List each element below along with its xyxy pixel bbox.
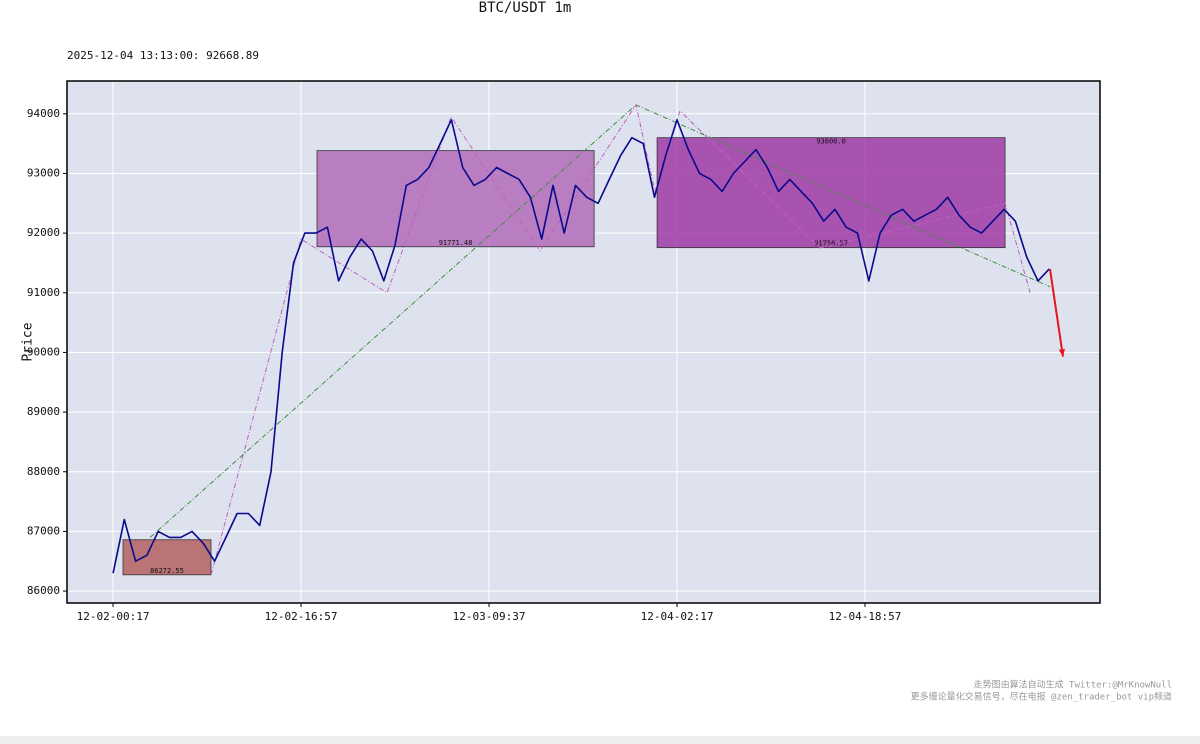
zone-label: 93600.0 xyxy=(816,138,846,146)
x-tick-label: 12-02-16:57 xyxy=(265,610,338,623)
zone-label: 86272.55 xyxy=(150,567,184,575)
x-tick-label: 12-04-02:17 xyxy=(641,610,714,623)
zone-label: 91771.48 xyxy=(439,239,473,247)
forecast-arrow xyxy=(1049,268,1064,357)
chart-title: BTC/USDT 1m xyxy=(479,0,572,16)
zone xyxy=(656,137,1006,249)
y-axis-label: Price xyxy=(21,322,36,361)
y-tick-label: 92000 xyxy=(27,226,60,239)
subtitle: 2025-12-04 13:13:00: 92668.89 xyxy=(67,49,259,62)
price-line xyxy=(112,119,1050,574)
watermark: 走势图由算法自动生成 Twitter:@MrKnowNull xyxy=(974,679,1172,691)
y-tick-label: 90000 xyxy=(27,345,60,358)
zone-label: 91756.57 xyxy=(814,240,848,248)
y-tick-label: 87000 xyxy=(27,524,60,537)
y-tick-label: 89000 xyxy=(27,405,60,418)
y-tick-label: 93000 xyxy=(27,166,60,179)
x-tick-label: 12-04-18:57 xyxy=(829,610,902,623)
x-tick-label: 12-03-09:37 xyxy=(453,610,526,623)
x-tick-label: 12-02-00:17 xyxy=(77,610,150,623)
zone xyxy=(122,539,212,576)
plot-frame xyxy=(66,80,1101,604)
arrow-head xyxy=(1058,348,1065,357)
zone xyxy=(316,150,595,248)
y-tick-label: 94000 xyxy=(27,107,60,120)
y-tick-label: 86000 xyxy=(27,584,60,597)
trend-line xyxy=(210,103,1031,576)
y-tick-label: 91000 xyxy=(27,286,60,299)
bottom-bar xyxy=(0,736,1200,744)
watermark: 更多缠论量化交易信号，尽在电报 @zen_trader_bot vip频道 xyxy=(911,691,1172,703)
y-tick-label: 88000 xyxy=(27,465,60,478)
